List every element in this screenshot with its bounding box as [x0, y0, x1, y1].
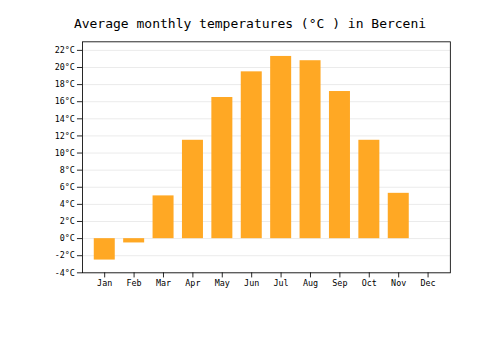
svg-text:4°C: 4°C: [60, 199, 75, 209]
svg-text:18°C: 18°C: [55, 79, 75, 89]
svg-text:20°C: 20°C: [55, 62, 75, 72]
svg-text:6°C: 6°C: [60, 182, 75, 192]
svg-text:12°C: 12°C: [55, 131, 75, 141]
svg-text:10°C: 10°C: [55, 148, 75, 158]
svg-text:Mar: Mar: [156, 278, 171, 288]
svg-text:Aug: Aug: [303, 278, 318, 288]
svg-text:Dec: Dec: [421, 278, 436, 288]
svg-text:Feb: Feb: [127, 278, 142, 288]
svg-text:Jul: Jul: [274, 278, 289, 288]
svg-text:0°C: 0°C: [60, 233, 75, 243]
html-text:Average monthly temperatures (: Average monthly temperatures (°C ) in Be…: [73, 16, 427, 31]
svg-text:-2°C: -2°C: [55, 250, 75, 260]
svg-text:2°C: 2°C: [60, 216, 75, 226]
svg-text:May: May: [215, 278, 230, 288]
svg-text:Jan: Jan: [97, 278, 112, 288]
svg-text:Apr: Apr: [185, 278, 200, 288]
svg-text:Nov: Nov: [391, 278, 406, 288]
svg-text:-4°C: -4°C: [55, 268, 75, 278]
svg-text:Jun: Jun: [244, 278, 259, 288]
svg-text:16°C: 16°C: [55, 96, 75, 106]
svg-text:8°C: 8°C: [60, 165, 75, 175]
svg-text:Sep: Sep: [332, 278, 347, 288]
svg-text:Oct: Oct: [362, 278, 377, 288]
svg-text:14°C: 14°C: [55, 114, 75, 124]
svg-text:22°C: 22°C: [55, 45, 75, 55]
